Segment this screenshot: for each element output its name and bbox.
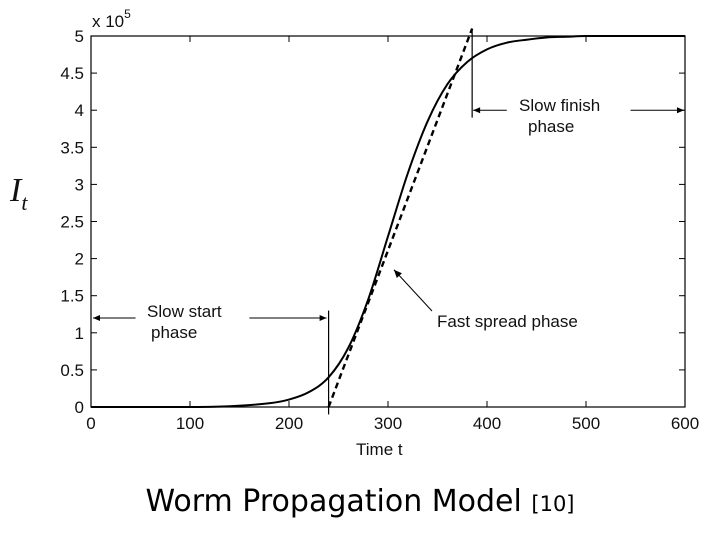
- y-tick-label: 2: [75, 250, 84, 269]
- caption-text: Worm Propagation Model: [145, 484, 522, 519]
- slow-start-left-arrowhead: [93, 314, 100, 321]
- annotations-layer: Slow start phase Fast spread phase Slow fin…: [93, 96, 684, 342]
- y-tick-label: 3: [75, 175, 84, 194]
- linear-approximation-line: [327, 28, 474, 408]
- y-exponent-power: 5: [124, 7, 131, 21]
- x-tick-label: 600: [671, 414, 699, 433]
- x-tick-label: 400: [473, 414, 501, 433]
- slow-start-label-line: Slow start: [147, 302, 222, 321]
- y-tick-label: 4.5: [60, 64, 84, 83]
- infection-curve: [90, 34, 685, 409]
- slow-finish-label: Slow finish phase: [519, 96, 600, 136]
- y-tick-label: 1: [75, 324, 84, 343]
- y-tick-label: 0.5: [60, 361, 84, 380]
- x-axis-title: Time t: [356, 440, 403, 459]
- y-tick-label: 1.5: [60, 287, 84, 306]
- slow-finish-label-line: phase: [528, 117, 574, 136]
- slow-finish-left-arrowhead: [473, 107, 481, 114]
- plot-area: [90, 35, 686, 408]
- y-tick-label: 0: [75, 398, 84, 417]
- y-axis-title-main: I: [9, 172, 23, 209]
- y-exponent-base: x 10: [92, 12, 124, 31]
- series-layer: [90, 28, 685, 409]
- slow-finish-right-arrowhead: [677, 107, 684, 114]
- phase-markers: [328, 28, 473, 415]
- slow-start-label-line: phase: [151, 323, 197, 342]
- y-tick-label: 3.5: [60, 138, 84, 157]
- y-exponent-label: x 105: [92, 7, 131, 31]
- slow-start-label: Slow start phase: [147, 302, 222, 342]
- x-tick-label: 200: [275, 414, 303, 433]
- y-tick-label: 5: [75, 27, 84, 46]
- plot-border: [90, 35, 686, 408]
- x-tick-label: 100: [176, 414, 204, 433]
- fast-spread-arrowhead: [393, 269, 402, 278]
- fast-spread-label: Fast spread phase: [437, 312, 578, 331]
- slide-caption: Worm Propagation Model [10]: [0, 484, 720, 519]
- y-axis-title-sub: t: [21, 190, 28, 215]
- slow-start-right-arrowhead: [319, 314, 327, 321]
- slow-finish-label-line: Slow finish: [519, 96, 600, 115]
- x-tick-label: 0: [86, 414, 95, 433]
- y-axis-title: It: [9, 172, 28, 215]
- axis-ticks: 0 100 200 300 400 500 600 0 0.5 1 1.5 2 2.5 3 3.5 4 4.5 5: [60, 27, 699, 433]
- y-tick-label: 2.5: [60, 213, 84, 232]
- caption-reference: [10]: [531, 492, 575, 516]
- x-tick-label: 500: [572, 414, 600, 433]
- worm-propagation-chart: 0 100 200 300 400 500 600 0 0.5 1 1.5 2 2.5 3 3.5 4 4.5 5…: [9, 7, 699, 459]
- fast-spread-arrow-line: [393, 269, 433, 312]
- x-tick-label: 300: [374, 414, 402, 433]
- y-tick-label: 4: [75, 101, 84, 120]
